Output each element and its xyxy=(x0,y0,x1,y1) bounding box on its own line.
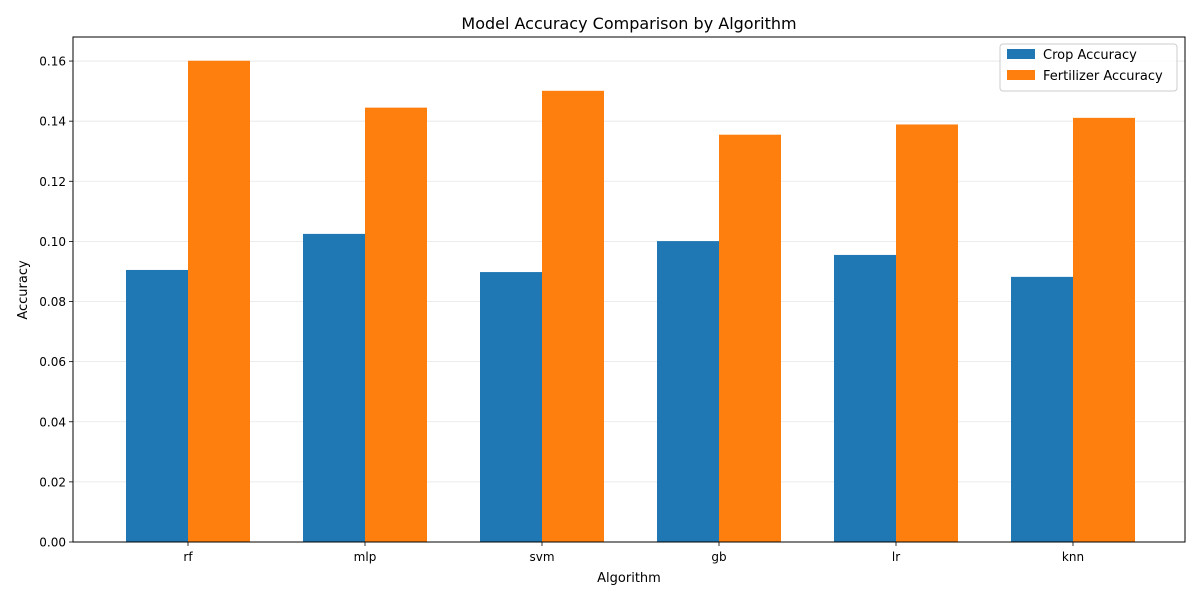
x-tick-label: rf xyxy=(183,550,193,564)
bar-crop-knn xyxy=(1011,276,1073,542)
legend-swatch-fertilizer xyxy=(1007,70,1035,80)
y-tick-label: 0.10 xyxy=(39,235,66,249)
legend-box xyxy=(999,43,1178,92)
bar-fertilizer-gb xyxy=(719,134,781,542)
bar-fertilizer-knn xyxy=(1073,117,1135,543)
bar-fertilizer-lr xyxy=(896,124,958,543)
x-tick-label: knn xyxy=(1062,550,1084,564)
bar-fertilizer-svm xyxy=(542,90,604,542)
x-tick-label: gb xyxy=(711,550,726,564)
y-tick-label: 0.04 xyxy=(39,415,66,429)
bar-crop-gb xyxy=(657,241,719,542)
x-tick-label: svm xyxy=(529,550,554,564)
bar-crop-svm xyxy=(480,272,542,542)
y-tick-label: 0.16 xyxy=(39,55,66,69)
y-tick-label: 0.14 xyxy=(39,115,66,129)
y-tick-label: 0.00 xyxy=(39,536,66,550)
y-tick-label: 0.02 xyxy=(39,475,66,489)
axes: 0.00 0.02 0.04 0.06 0.08 0.10 0.12 0.14 0.16 rf ml… xyxy=(39,36,1186,564)
y-tick-label: 0.06 xyxy=(39,355,66,369)
legend: Crop Accuracy Fertilizer Accuracy xyxy=(999,43,1178,92)
bar-crop-rf xyxy=(126,269,188,542)
plot-frame xyxy=(72,36,1186,543)
legend-label-fertilizer: Fertilizer Accuracy xyxy=(1043,69,1163,84)
x-axis-label: Algorithm xyxy=(597,571,661,586)
bar-fertilizer-mlp xyxy=(365,107,427,542)
bar-fertilizer-rf xyxy=(188,60,250,543)
x-tick-label: lr xyxy=(892,550,900,564)
y-tick-label: 0.12 xyxy=(39,175,66,189)
x-tick-label: mlp xyxy=(354,550,377,564)
y-axis-label: Accuracy xyxy=(16,260,31,320)
legend-swatch-crop xyxy=(1007,49,1035,59)
bars xyxy=(126,60,1135,543)
bar-crop-mlp xyxy=(303,233,365,542)
y-tick-label: 0.08 xyxy=(39,295,66,309)
chart-title: Model Accuracy Comparison by Algorithm xyxy=(461,14,796,33)
legend-label-crop: Crop Accuracy xyxy=(1043,48,1137,63)
bar-crop-lr xyxy=(834,254,896,542)
